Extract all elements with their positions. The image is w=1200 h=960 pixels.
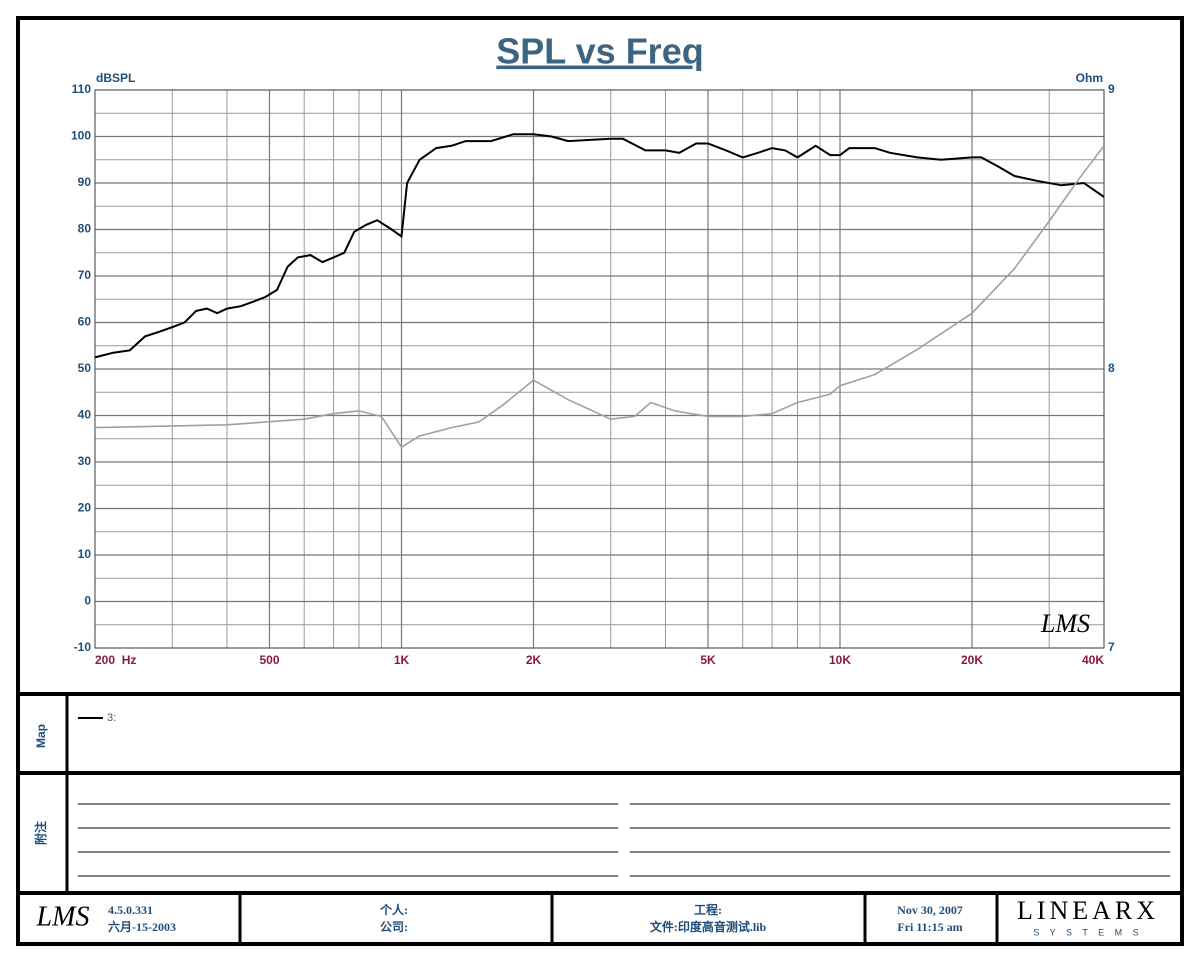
watermark: LMS (1040, 609, 1090, 638)
y-tick-label: 10 (78, 547, 92, 561)
y2-axis-label: Ohm (1076, 71, 1103, 85)
file: 文件:印度高音测试.lib (650, 919, 767, 934)
frame (16, 16, 1184, 946)
y2-tick-label: 9 (1108, 82, 1115, 96)
y-tick-label: 70 (78, 268, 92, 282)
y-tick-label: 0 (84, 594, 91, 608)
note-lines (78, 803, 1170, 877)
x-tick-label: 500 (259, 653, 279, 667)
x-tick-label: 40K (1082, 653, 1104, 667)
build-date: 六月-15-2003 (108, 919, 176, 934)
y-tick-label: 80 (78, 222, 92, 236)
legend-label: 3: (107, 712, 116, 724)
time: Fri 11:15 am (897, 920, 962, 934)
y-tick-label: 100 (71, 129, 91, 143)
y-axis-label: dBSPL (96, 71, 135, 85)
panel-label: 附注 (33, 821, 48, 845)
y-tick-label: 20 (78, 501, 92, 515)
footer-dividers (238, 893, 999, 944)
x-tick-label: 10K (829, 653, 851, 667)
y-tick-label: 90 (78, 175, 92, 189)
version: 4.5.0.331 (108, 903, 153, 917)
chart-title: SPL vs Freq (496, 31, 703, 72)
company: 公司: (380, 920, 408, 934)
x-tick-label: 2K (526, 653, 542, 667)
y-tick-label: 60 (78, 315, 92, 329)
date: Nov 30, 2007 (897, 903, 963, 917)
y2-tick-label: 8 (1108, 361, 1115, 375)
brand-sub: S Y S T E M S (1033, 927, 1142, 937)
y-tick-label: -10 (74, 640, 92, 654)
y-tick-label: 30 (78, 454, 92, 468)
series-line (94, 145, 1105, 449)
y-tick-label: 40 (78, 408, 92, 422)
x-tick-label: 200 Hz (95, 653, 136, 667)
project: 工程: (694, 902, 722, 917)
x-tick-label: 20K (961, 653, 983, 667)
y-tick-label: 50 (78, 361, 92, 375)
person: 个人: (379, 902, 408, 917)
y-tick-label: 110 (72, 82, 92, 96)
plot-border (94, 89, 1105, 649)
brand: LINEARX (1017, 896, 1159, 925)
panel-label: Map (34, 724, 48, 748)
y2-tick-label: 7 (1108, 640, 1115, 654)
footer-logo: LMS (36, 901, 90, 932)
series-line (94, 133, 1105, 359)
x-tick-label: 5K (700, 653, 716, 667)
x-tick-label: 1K (394, 653, 410, 667)
